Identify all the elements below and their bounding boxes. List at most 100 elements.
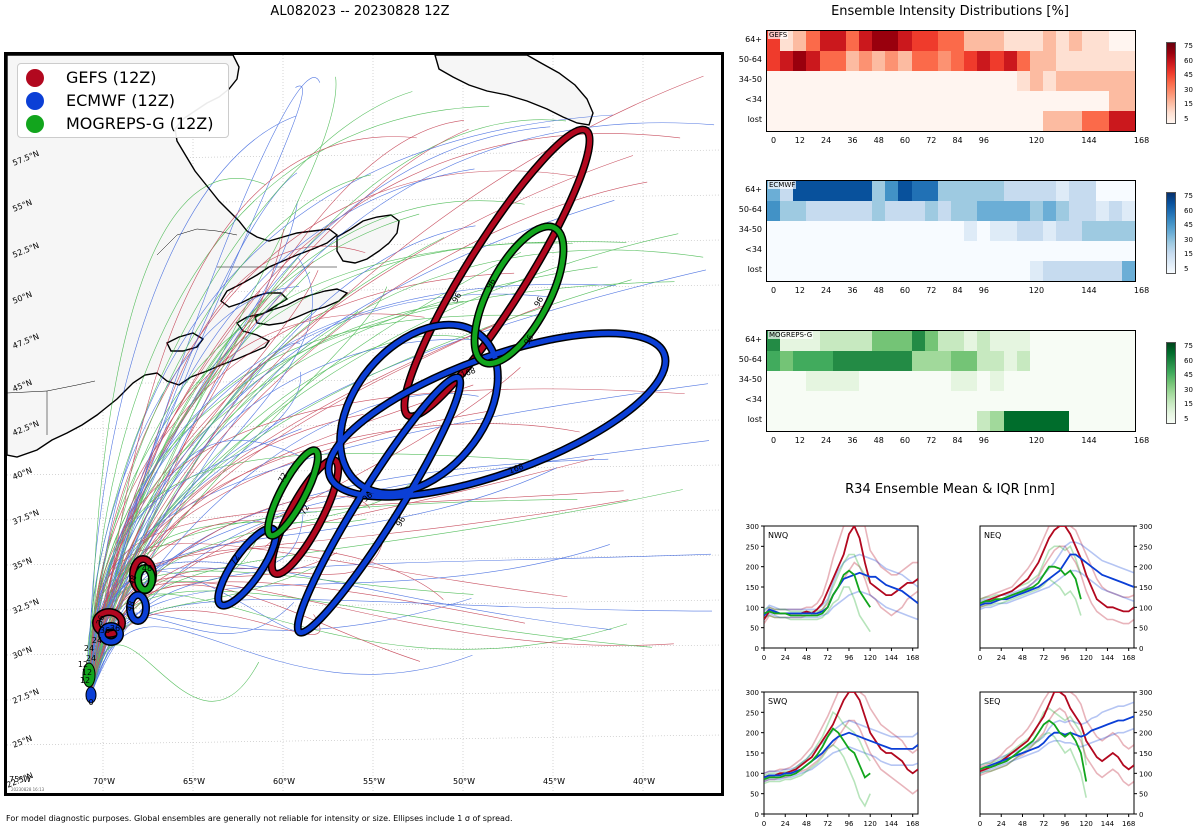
ellipse-label: 36 xyxy=(95,614,107,627)
heatmap-cell xyxy=(1056,331,1070,351)
heatmap-cell xyxy=(951,351,965,371)
ensemble-track xyxy=(90,77,321,696)
heatmap-cell xyxy=(859,71,873,91)
map-canvas: 96 96 72 48 36 24 12 0 168 168 96 96 72 … xyxy=(7,55,721,793)
heatmap-cell xyxy=(845,221,859,241)
r34-panel-name: SWQ xyxy=(768,697,787,706)
heatmap-cell xyxy=(1043,371,1057,391)
heatmap-cell xyxy=(885,391,899,411)
heatmap-cell xyxy=(832,241,846,261)
heatmap-cell xyxy=(1016,331,1030,351)
heatmap-cell xyxy=(977,201,991,221)
heatmap-cell xyxy=(1082,351,1096,371)
heatmap-cell xyxy=(1003,371,1017,391)
ensemble-track xyxy=(87,499,578,696)
heatmap-cell xyxy=(885,31,899,51)
y-tick-label: 300 xyxy=(746,523,759,531)
ecmwf-ellipses-color xyxy=(99,322,668,645)
colorbar-label: 30 xyxy=(1184,85,1193,94)
heatmap-cell xyxy=(1121,51,1135,71)
heatmap-cell xyxy=(977,371,991,391)
heatmap-cell xyxy=(1095,411,1109,431)
x-tick-label: 48 xyxy=(1018,820,1027,828)
iqr-high-line xyxy=(980,541,1134,602)
heatmap-cell xyxy=(793,111,807,131)
heatmap-cell xyxy=(990,221,1004,241)
colorbar-label: 45 xyxy=(1184,71,1193,79)
heatmap-x-label: 168 xyxy=(1133,136,1150,145)
heatmap-cell xyxy=(1121,261,1135,281)
heatmap-cell xyxy=(793,261,807,281)
heatmap-cell xyxy=(964,181,978,201)
heatmap-cell xyxy=(898,241,912,261)
heatmap-cell xyxy=(767,201,781,221)
heatmap-cell xyxy=(1056,71,1070,91)
heatmap-cell xyxy=(1069,331,1083,351)
y-tick-label: 100 xyxy=(1139,770,1152,778)
heatmap-cell xyxy=(806,31,820,51)
heatmap-cell xyxy=(898,181,912,201)
iqr-high-line xyxy=(980,692,1134,768)
x-tick-label: 96 xyxy=(1061,654,1070,662)
borders xyxy=(7,228,337,435)
heatmap-cell xyxy=(859,221,873,241)
heatmap-cell xyxy=(872,391,886,411)
ellipse-label: 96 xyxy=(394,515,407,528)
heatmap-cell xyxy=(964,31,978,51)
iqr-high-line xyxy=(980,701,1134,766)
ensemble-track xyxy=(90,136,417,696)
heatmap-cell xyxy=(1056,201,1070,221)
heatmap-cell xyxy=(1043,261,1057,281)
heatmap-cell xyxy=(806,391,820,411)
heatmap-cell xyxy=(859,371,873,391)
iqr-low-line xyxy=(980,727,1134,775)
heatmap-cell xyxy=(806,241,820,261)
track-map: GEFS (12Z) ECMWF (12Z) MOGREPS-G (12Z) xyxy=(4,52,724,796)
colorbar-label: 75 xyxy=(1184,342,1193,350)
heatmap-cell xyxy=(872,221,886,241)
iqr-low-line xyxy=(764,590,918,621)
ensemble-track xyxy=(90,626,473,696)
r34-title: R34 Ensemble Mean & IQR [nm] xyxy=(845,482,1055,497)
y-tick-label: 300 xyxy=(746,689,759,697)
heatmap-cell xyxy=(951,111,965,131)
heatmap-cell xyxy=(885,241,899,261)
track-origin xyxy=(82,662,97,704)
heatmap-cell xyxy=(767,91,781,111)
heatmap-cell xyxy=(951,241,965,261)
heatmap-cell xyxy=(1121,351,1135,371)
heatmap-cell xyxy=(1029,71,1043,91)
heatmap-cell xyxy=(990,411,1004,431)
heatmap-cell xyxy=(1043,241,1057,261)
heatmap-cell xyxy=(1003,391,1017,411)
y-tick-label: 50 xyxy=(1139,625,1148,633)
iqr-low-line xyxy=(980,569,1134,611)
heatmap-cell xyxy=(924,91,938,111)
heatmap-cell xyxy=(924,111,938,131)
y-tick-label: 150 xyxy=(746,584,759,592)
heatmap-cell xyxy=(1029,411,1043,431)
heatmap-cell xyxy=(1056,31,1070,51)
heatmap-cell xyxy=(780,91,794,111)
heatmap-name: ECMWF xyxy=(768,181,797,189)
ellipse-label: 24 xyxy=(86,654,96,663)
heatmap-cell xyxy=(872,201,886,221)
heatmap-cell xyxy=(911,371,925,391)
x-tick-label: 96 xyxy=(1061,820,1070,828)
heatmap-x-label: 72 xyxy=(926,436,937,445)
heatmap-cell xyxy=(1043,51,1057,71)
plot-frame xyxy=(979,525,1135,649)
x-tick-label: 168 xyxy=(1122,654,1135,662)
heatmap-cell xyxy=(793,371,807,391)
heatmap-cell xyxy=(911,181,925,201)
ellipse-label: 36 xyxy=(110,624,120,633)
heatmap-cell xyxy=(937,261,951,281)
heatmap-cell xyxy=(951,331,965,351)
y-tick-label: 200 xyxy=(746,730,759,738)
ellipses xyxy=(82,125,670,704)
heatmap-cell xyxy=(885,371,899,391)
ellipse-label: 96 xyxy=(484,277,497,290)
heatmap-cell xyxy=(832,411,846,431)
heatmap-x-label: 12 xyxy=(794,286,805,295)
colorbar xyxy=(1166,42,1176,124)
